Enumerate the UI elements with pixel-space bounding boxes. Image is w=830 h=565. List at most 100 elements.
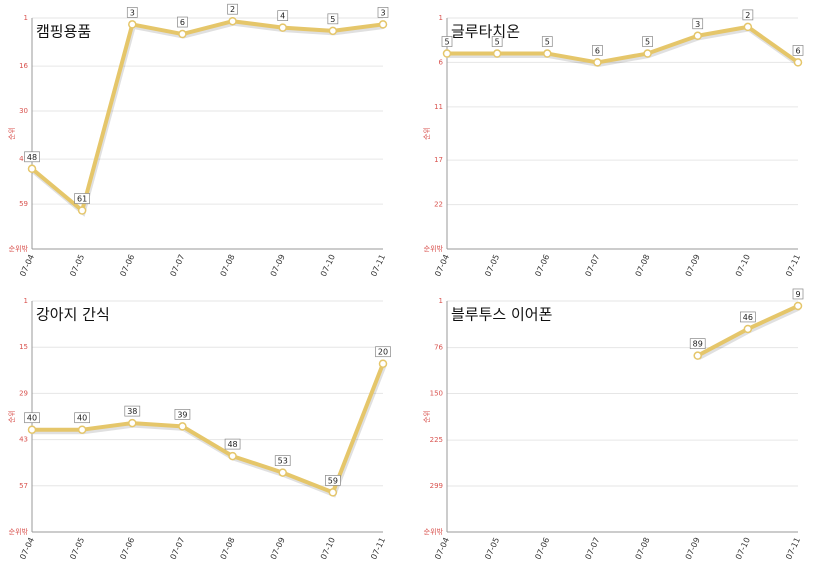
x-tick-label: 07-11 [784, 253, 802, 278]
value-label-box [491, 36, 503, 47]
value-label: 46 [743, 313, 753, 322]
point [178, 29, 187, 39]
value-label: 5 [495, 38, 500, 47]
value-label: 40 [77, 414, 87, 423]
value-label-box [177, 16, 188, 28]
chart-panel: 1 6 11 17 22 순위밖 순위 07-04 07-05 07-06 07-07 07-08 07… [423, 9, 804, 278]
value-label-box [689, 338, 706, 349]
x-tick-label: 07-08 [219, 253, 237, 278]
point [278, 468, 287, 477]
x-tick-label: 07-06 [533, 253, 551, 278]
y-tick-label: 11 [434, 103, 443, 111]
point [743, 22, 753, 32]
x-tick-label: 07-09 [684, 253, 702, 278]
value-label-box [642, 36, 653, 47]
value-label: 59 [328, 476, 338, 485]
point [27, 164, 37, 174]
x-tick-label: 07-08 [634, 253, 652, 278]
point [27, 425, 37, 434]
x-tick-label: 07-04 [433, 536, 451, 561]
y-tick-label: 1 [24, 14, 28, 22]
value-label-box [24, 412, 40, 424]
point [77, 425, 87, 434]
value-label: 38 [127, 407, 137, 416]
value-label-box [325, 475, 341, 486]
point [743, 324, 753, 334]
value-label: 48 [227, 440, 237, 449]
value-label-box [274, 455, 291, 466]
x-tick-label: 07-07 [584, 253, 602, 278]
value-label: 5 [645, 38, 650, 47]
y-tick-label: 16 [19, 62, 28, 70]
value-label: 61 [77, 195, 87, 204]
point [328, 26, 338, 36]
point [228, 451, 237, 461]
value-label: 39 [177, 410, 187, 419]
value-label: 48 [27, 153, 37, 162]
x-tick-label: 07-09 [684, 536, 702, 561]
value-label: 40 [27, 414, 37, 423]
chart-title: 글루타치온 [451, 23, 520, 41]
x-tick-label: 07-10 [734, 253, 752, 278]
point [328, 488, 338, 497]
point [693, 351, 702, 360]
x-tick-label: 07-07 [169, 536, 187, 561]
value-label: 2 [745, 11, 750, 20]
y-axis-label: 순위 [423, 410, 431, 423]
value-label-box [327, 13, 339, 25]
x-tick-label: 07-10 [319, 253, 337, 278]
x-tick-label: 07-09 [269, 536, 287, 561]
y-axis-label: 순위 [8, 410, 16, 423]
y-tick-label: 15 [19, 343, 28, 351]
y-tick-label: 299 [430, 482, 443, 490]
value-label-box [742, 9, 754, 21]
value-label: 2 [230, 5, 235, 14]
series-line [447, 24, 800, 65]
value-label: 6 [795, 46, 800, 55]
point [793, 58, 803, 67]
value-label-box [541, 36, 553, 47]
x-tick-label: 07-11 [784, 536, 802, 561]
value-label-box [24, 151, 40, 163]
value-label: 6 [595, 46, 600, 55]
y-tick-label: 29 [19, 389, 28, 397]
y-tick-label: 22 [434, 201, 443, 209]
line-shadow [31, 20, 385, 217]
value-label: 20 [378, 348, 388, 357]
x-tick-label: 07-10 [734, 536, 752, 561]
x-tick-label: 07-09 [269, 253, 287, 278]
point [378, 20, 388, 29]
x-tick-label: 07-05 [483, 253, 501, 278]
x-tick-label: 07-06 [118, 253, 136, 278]
x-tick-label: 07-07 [169, 253, 187, 278]
point [278, 23, 287, 32]
line-shadow [448, 26, 801, 67]
point [77, 206, 87, 215]
chart-title: 캠핑용품 [36, 23, 91, 41]
y-axis-label: 순위 [8, 127, 16, 140]
value-label-box [227, 3, 238, 15]
value-label-box [592, 45, 603, 56]
y-tick-label: 순위밖 [9, 244, 29, 253]
x-tick-label: 07-06 [533, 536, 551, 561]
point [442, 49, 452, 58]
y-tick-label: 순위밖 [424, 527, 444, 536]
value-label-box [126, 7, 138, 18]
x-tick-label: 07-07 [584, 536, 602, 561]
y-tick-label: 45 [19, 155, 28, 163]
y-tick-label: 순위밖 [424, 244, 444, 253]
x-tick-label: 07-05 [483, 536, 501, 561]
value-label-box [174, 409, 191, 420]
value-label-box [792, 288, 804, 300]
value-label: 5 [330, 15, 335, 24]
y-tick-label: 57 [19, 482, 28, 490]
x-tick-label: 07-05 [68, 253, 86, 278]
value-label-box [277, 10, 289, 21]
point [178, 422, 187, 431]
value-label-box [74, 412, 90, 424]
y-tick-label: 76 [434, 344, 443, 352]
x-tick-label: 07-04 [18, 536, 36, 561]
series-line [30, 19, 384, 213]
